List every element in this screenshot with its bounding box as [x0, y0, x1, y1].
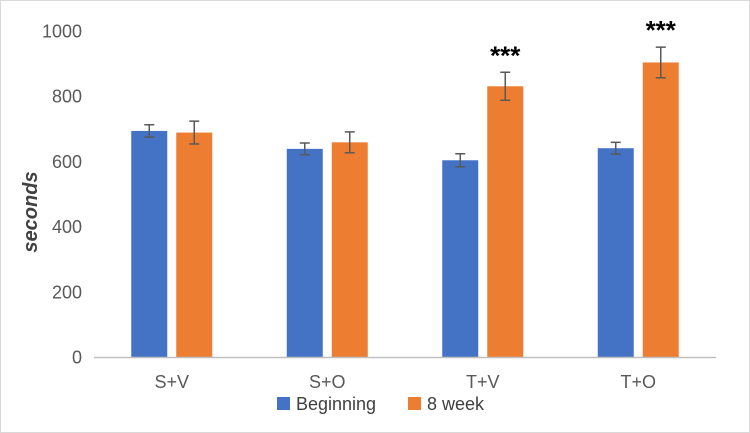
y-tick-label: 400 [52, 217, 82, 237]
legend-swatch [277, 397, 290, 410]
x-tick-label: S+O [309, 372, 346, 392]
bar-beginning [286, 148, 323, 358]
y-tick-label: 0 [72, 348, 82, 368]
legend-swatch [408, 397, 421, 410]
bar-beginning [131, 130, 168, 358]
bar-8-week [642, 62, 679, 358]
bar-8-week [176, 132, 213, 358]
bar-8-week [331, 142, 368, 358]
bar-beginning [597, 148, 634, 358]
y-tick-label: 200 [52, 282, 82, 302]
bar-beginning [442, 160, 479, 358]
significance-marker: *** [490, 40, 521, 70]
x-tick-label: T+O [620, 372, 656, 392]
y-tick-label: 800 [52, 87, 82, 107]
x-tick-label: S+V [154, 372, 189, 392]
y-tick-label: 1000 [42, 22, 82, 42]
y-tick-label: 600 [52, 152, 82, 172]
significance-marker: *** [646, 15, 677, 45]
legend-label: 8 week [427, 394, 485, 414]
bar-8-week [487, 86, 524, 358]
y-axis-label: seconds [20, 171, 42, 252]
legend-label: Beginning [296, 394, 376, 414]
x-tick-label: T+V [466, 372, 500, 392]
